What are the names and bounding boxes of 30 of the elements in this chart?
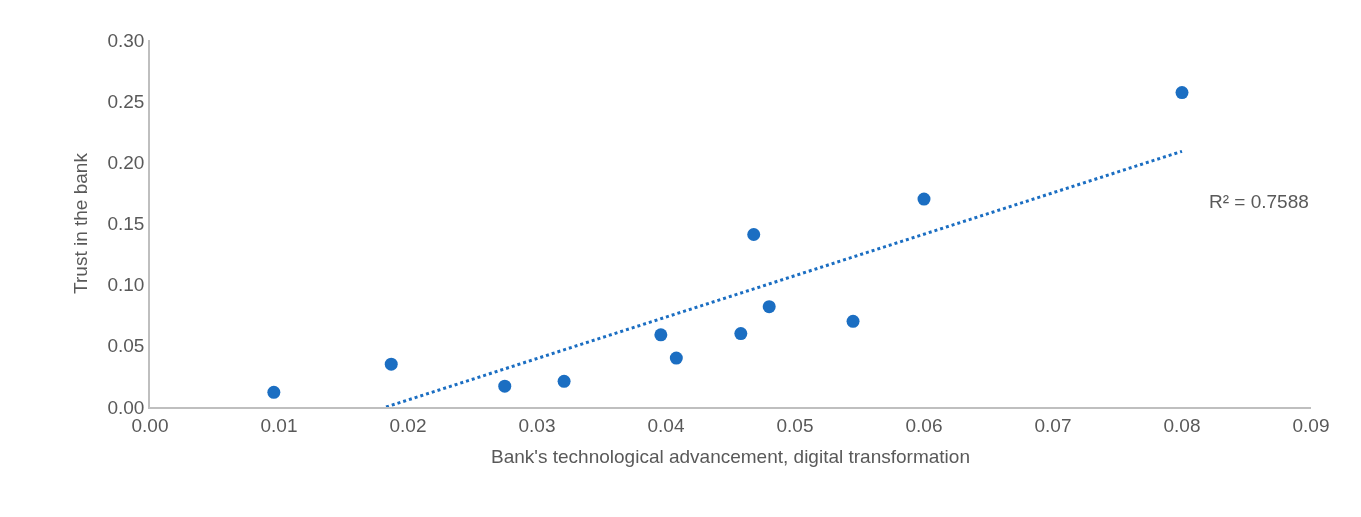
y-tick-label: 0.25 xyxy=(107,90,145,112)
annotation: R² = 0.7588 xyxy=(1209,191,1309,212)
point xyxy=(384,357,398,371)
y-tick-label: 0.30 xyxy=(107,29,145,51)
x-tick-label: 0.04 xyxy=(647,414,685,436)
x-tick-label: 0.08 xyxy=(1163,414,1201,436)
point xyxy=(557,374,571,388)
x-tick-label: 0.01 xyxy=(260,414,298,436)
x-axis-title: Bank's technological advancement, digital transformation xyxy=(491,445,970,467)
y-tick-label: 0.10 xyxy=(107,274,145,296)
point xyxy=(734,327,748,341)
point xyxy=(762,300,776,314)
point xyxy=(846,314,860,328)
x-tick-label: 0.06 xyxy=(905,414,943,436)
y-tick-label: 0.05 xyxy=(107,335,145,357)
point xyxy=(669,351,683,365)
x-tick-label: 0.02 xyxy=(389,414,427,436)
point xyxy=(747,228,761,241)
point xyxy=(917,192,931,206)
x-tick-label: 0.09 xyxy=(1292,414,1330,436)
point xyxy=(1175,86,1189,100)
x-tick-label: 0.05 xyxy=(776,414,814,436)
point xyxy=(267,385,281,399)
x-tick-label: 0.07 xyxy=(1034,414,1072,436)
y-axis-title: Trust in the bank xyxy=(69,152,91,294)
y-tick-label: 0.20 xyxy=(107,151,145,173)
point xyxy=(654,328,668,342)
x-tick-label: 0.03 xyxy=(518,414,556,436)
y-tick-label: 0.15 xyxy=(107,213,145,235)
point xyxy=(498,379,512,393)
